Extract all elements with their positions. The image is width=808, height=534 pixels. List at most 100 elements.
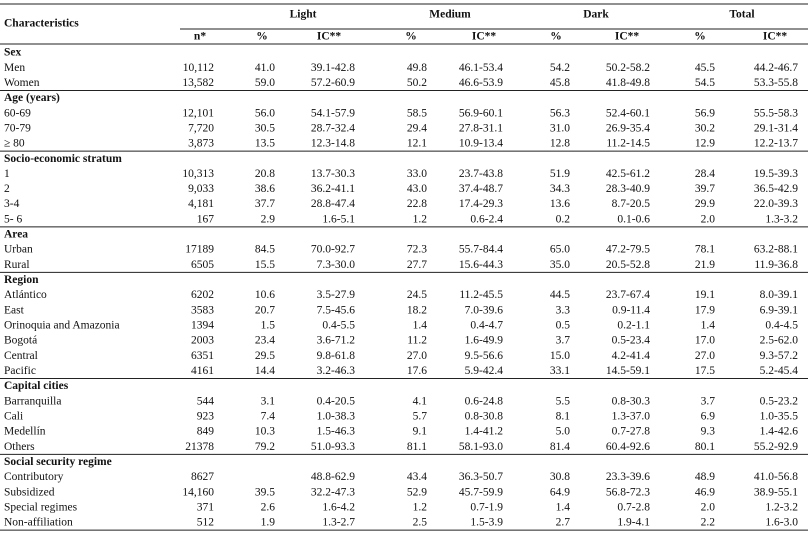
cell: 56.8-72.3 bbox=[606, 486, 650, 498]
cell: 27.0 bbox=[695, 350, 715, 362]
cell: 22.8 bbox=[407, 198, 427, 210]
cell: 18.2 bbox=[407, 304, 427, 316]
cell: 41.0 bbox=[255, 62, 275, 74]
cell: 60.4-92.6 bbox=[606, 441, 650, 453]
cell: 48.9 bbox=[695, 471, 715, 483]
cell: 2.5-62.0 bbox=[760, 335, 799, 347]
cell: 29.9 bbox=[695, 198, 715, 210]
row-label: Urban bbox=[4, 244, 33, 256]
cell: 37.7 bbox=[255, 198, 275, 210]
cell: 33.0 bbox=[407, 168, 427, 180]
cell: 39.1-42.8 bbox=[311, 62, 355, 74]
cell: 8.0-39.1 bbox=[760, 289, 799, 301]
cell: 28.3-40.9 bbox=[606, 183, 650, 195]
cell: 80.1 bbox=[695, 441, 715, 453]
cell: 923 bbox=[197, 410, 215, 422]
cell: 56.3 bbox=[550, 107, 570, 119]
cell: 1.3-3.2 bbox=[765, 213, 798, 225]
cell: 78.1 bbox=[695, 244, 715, 256]
cell: 1.2 bbox=[413, 213, 428, 225]
cell: 4161 bbox=[191, 365, 214, 377]
cell: 15.5 bbox=[255, 259, 275, 271]
cell: 9.5-56.6 bbox=[465, 350, 504, 362]
cell: 47.2-79.5 bbox=[606, 244, 650, 256]
cell: 7.0-39.6 bbox=[465, 304, 504, 316]
cell: 33.1 bbox=[550, 365, 570, 377]
cell: 59.0 bbox=[255, 77, 275, 89]
cell: 2.9 bbox=[261, 213, 276, 225]
cell: 45.5 bbox=[695, 62, 715, 74]
sub-header: % bbox=[694, 31, 706, 43]
cell: 4,181 bbox=[188, 198, 214, 210]
sub-header: IC** bbox=[763, 31, 788, 43]
cell: 9.8-61.8 bbox=[317, 350, 356, 362]
cell: 19.1 bbox=[695, 289, 715, 301]
cell: 19.5-39.3 bbox=[754, 168, 798, 180]
cell: 55.7-84.4 bbox=[459, 244, 503, 256]
cell: 2.0 bbox=[701, 213, 716, 225]
cell: 17.0 bbox=[695, 335, 715, 347]
cell: 3583 bbox=[191, 304, 214, 316]
cell: 57.2-60.9 bbox=[311, 77, 355, 89]
cell: 44.5 bbox=[550, 289, 570, 301]
cell: 22.0-39.3 bbox=[754, 198, 798, 210]
row-label: 3-4 bbox=[4, 198, 20, 210]
sub-header: IC** bbox=[472, 31, 497, 43]
cell: 1.6-49.9 bbox=[465, 335, 504, 347]
cell: 0.4-4.7 bbox=[470, 320, 503, 332]
row-label: Central bbox=[4, 350, 38, 362]
cell: 8.7-20.5 bbox=[612, 198, 651, 210]
cell: 1.4-41.2 bbox=[465, 426, 504, 438]
cell: 1.2-3.2 bbox=[765, 501, 798, 513]
cell: 43.4 bbox=[407, 471, 427, 483]
cell: 9,033 bbox=[188, 183, 214, 195]
cell: 44.2-46.7 bbox=[754, 62, 798, 74]
cell: 2.7 bbox=[556, 517, 571, 529]
cell: 14,160 bbox=[182, 486, 214, 498]
row-label: Cali bbox=[4, 410, 23, 422]
cell: 6505 bbox=[191, 259, 214, 271]
cell: 1.6-3.0 bbox=[765, 517, 798, 529]
group-header: Total bbox=[729, 9, 754, 21]
cell: 41.8-49.8 bbox=[606, 77, 650, 89]
cell: 54.5 bbox=[695, 77, 715, 89]
cell: 32.2-47.3 bbox=[311, 486, 355, 498]
cell: 79.2 bbox=[255, 441, 275, 453]
cell: 0.2 bbox=[556, 213, 571, 225]
cell: 65.0 bbox=[550, 244, 570, 256]
cell: 30.5 bbox=[255, 122, 275, 134]
group-header: Medium bbox=[429, 9, 471, 21]
cell: 2.6 bbox=[261, 501, 276, 513]
row-label: Medellín bbox=[4, 426, 46, 438]
cell: 34.3 bbox=[550, 183, 570, 195]
cell: 13.5 bbox=[255, 138, 275, 150]
row-label: East bbox=[4, 304, 25, 316]
cell: 54.2 bbox=[550, 62, 570, 74]
cell: 0.9-11.4 bbox=[612, 304, 650, 316]
cell: 6351 bbox=[191, 350, 214, 362]
cell: 70.0-92.7 bbox=[311, 244, 355, 256]
cell: 51.0-93.3 bbox=[311, 441, 355, 453]
cell: 64.9 bbox=[550, 486, 570, 498]
section-title: Region bbox=[4, 274, 39, 286]
cell: 7.5-45.6 bbox=[317, 304, 356, 316]
cell: 81.4 bbox=[550, 441, 570, 453]
cell: 3.7 bbox=[701, 395, 716, 407]
cell: 167 bbox=[197, 213, 215, 225]
row-label: Bogotá bbox=[4, 335, 37, 347]
cell: 12.9 bbox=[695, 138, 715, 150]
cell: 1.4 bbox=[556, 501, 571, 513]
cell: 1.2 bbox=[413, 501, 428, 513]
cell: 3.2-46.3 bbox=[317, 365, 356, 377]
cell: 17.6 bbox=[407, 365, 427, 377]
row-label: Men bbox=[4, 62, 25, 74]
cell: 0.6-2.4 bbox=[470, 213, 503, 225]
cell: 20.5-52.8 bbox=[606, 259, 650, 271]
cell: 0.5-23.2 bbox=[760, 395, 799, 407]
cell: 6202 bbox=[191, 289, 214, 301]
cell: 29.1-31.4 bbox=[754, 122, 798, 134]
cell: 512 bbox=[197, 517, 215, 529]
cell: 14.4 bbox=[255, 365, 275, 377]
row-label: Rural bbox=[4, 259, 30, 271]
